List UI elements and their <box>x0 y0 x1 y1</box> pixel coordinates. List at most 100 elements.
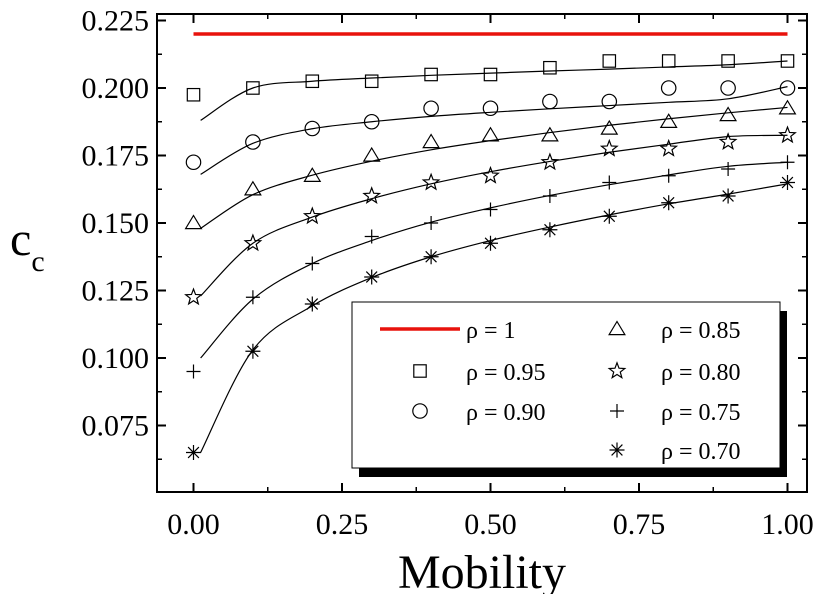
marker-circle <box>542 93 558 110</box>
marker-triangle <box>184 214 203 230</box>
marker-plus <box>364 229 379 244</box>
data-markers <box>184 54 797 460</box>
marker-star <box>540 152 560 171</box>
y-axis-title-main: c <box>10 213 31 266</box>
marker-star <box>302 206 322 225</box>
marker-star <box>778 125 797 144</box>
y-tick-label: 0.075 <box>82 410 150 443</box>
marker-plus <box>483 202 498 217</box>
marker-triangle <box>422 133 441 149</box>
marker-square <box>424 67 438 82</box>
y-axis-title: cc <box>10 213 45 278</box>
marker-square <box>305 74 320 89</box>
marker-asterisk <box>483 235 498 251</box>
marker-circle <box>304 120 321 137</box>
marker-circle <box>185 154 202 171</box>
plot-frame <box>156 13 808 493</box>
marker-circle <box>482 100 499 117</box>
marker-triangle <box>481 126 500 142</box>
marker-triangle <box>778 99 797 115</box>
marker-square <box>483 67 498 82</box>
fit-curve <box>200 60 788 121</box>
legend: ρ = 1 ρ = 0.85 ρ = 0.95 ρ = 0.80 ρ = 0.90 ρ =… <box>351 301 787 477</box>
marker-square <box>246 81 260 95</box>
marker-asterisk <box>186 445 201 460</box>
marker-asterisk <box>720 188 736 204</box>
marker-star <box>718 132 738 151</box>
marker-star <box>481 165 500 184</box>
marker-star <box>421 172 441 191</box>
marker-square <box>661 54 676 68</box>
marker-asterisk <box>304 296 320 312</box>
x-axis-ticks: 0.00 0.25 0.50 0.75 1.00 <box>167 14 814 541</box>
x-axis-title: Mobility <box>398 546 566 594</box>
fit-curve <box>200 106 788 229</box>
marker-square <box>780 54 795 68</box>
x-tick-label: 0.25 <box>316 508 369 541</box>
y-axis-title-subscript: c <box>31 245 44 278</box>
marker-asterisk <box>245 343 261 359</box>
marker-star <box>659 138 679 157</box>
marker-triangle <box>719 106 738 122</box>
marker-square <box>364 74 379 89</box>
marker-triangle <box>540 126 559 142</box>
marker-star <box>362 186 382 205</box>
marker-plus <box>661 168 676 183</box>
legend-label: ρ = 0.90 <box>466 400 546 426</box>
marker-circle <box>412 403 428 419</box>
marker-asterisk <box>364 269 380 285</box>
marker-plus <box>186 364 201 379</box>
legend-label: ρ = 0.80 <box>661 360 741 386</box>
marker-asterisk <box>661 195 677 211</box>
marker-circle <box>660 80 677 96</box>
legend-label: ρ = 0.95 <box>466 360 546 386</box>
marker-square <box>721 54 735 68</box>
x-tick-label: 0.00 <box>167 508 220 541</box>
y-tick-label: 0.225 <box>82 5 150 38</box>
marker-star <box>184 287 203 306</box>
marker-triangle <box>608 320 626 336</box>
marker-asterisk <box>609 442 625 458</box>
legend-label: ρ = 1 <box>466 318 516 344</box>
marker-triangle <box>600 119 619 135</box>
marker-asterisk <box>601 208 617 224</box>
y-tick-label: 0.200 <box>82 72 150 105</box>
marker-triangle <box>303 167 322 182</box>
y-tick-label: 0.175 <box>82 140 150 173</box>
marker-plus <box>245 290 260 305</box>
marker-plus <box>542 189 557 203</box>
marker-square <box>413 364 427 378</box>
marker-circle <box>423 100 439 117</box>
fit-curve <box>200 134 788 297</box>
marker-square <box>186 87 201 102</box>
x-tick-label: 0.75 <box>613 508 666 541</box>
marker-circle <box>779 80 796 96</box>
y-tick-label: 0.100 <box>82 342 150 375</box>
legend-label: ρ = 0.70 <box>661 439 741 465</box>
marker-circle <box>363 113 380 130</box>
y-tick-label: 0.150 <box>82 207 150 240</box>
marker-plus <box>780 155 795 170</box>
marker-square <box>543 60 557 75</box>
marker-circle <box>601 93 618 110</box>
x-tick-label: 0.50 <box>464 508 517 541</box>
marker-circle <box>245 134 261 150</box>
marker-circle <box>720 80 736 96</box>
marker-asterisk <box>423 249 439 265</box>
marker-triangle <box>362 146 381 162</box>
marker-star <box>243 233 263 252</box>
y-tick-label: 0.125 <box>82 275 150 308</box>
marker-plus <box>721 162 736 176</box>
marker-asterisk <box>542 222 558 238</box>
legend-label: ρ = 0.85 <box>661 318 741 344</box>
marker-plus <box>610 404 624 418</box>
marker-plus <box>424 216 439 230</box>
marker-star <box>599 138 619 157</box>
marker-triangle <box>659 113 678 128</box>
marker-triangle <box>243 180 262 196</box>
y-axis-ticks: 0.075 0.100 0.125 0.150 0.175 0.200 0.225 <box>82 5 807 460</box>
x-tick-label: 1.00 <box>761 508 814 541</box>
marker-asterisk <box>780 175 795 190</box>
marker-square <box>602 54 617 68</box>
